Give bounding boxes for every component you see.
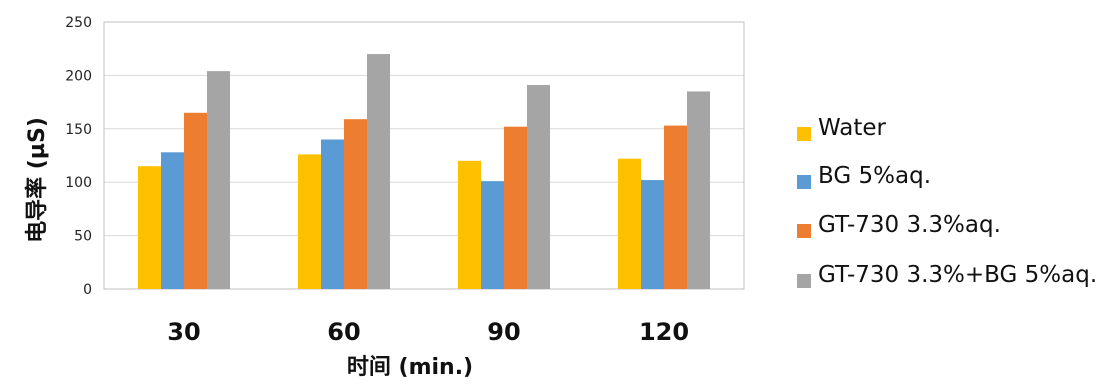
bar: [321, 139, 344, 289]
y-tick-label: 250: [65, 15, 92, 31]
bar: [184, 112, 207, 289]
legend-swatch: [797, 224, 811, 238]
bar: [298, 154, 321, 289]
legend-label: BG 5%aq.: [818, 163, 931, 189]
bar: [367, 54, 390, 289]
y-tick-label: 100: [65, 175, 92, 191]
y-tick-label: 150: [65, 122, 92, 138]
legend-swatch: [797, 274, 811, 288]
y-tick-label: 50: [74, 229, 92, 245]
bar: [664, 125, 687, 289]
bar: [161, 152, 184, 289]
x-axis-label: 时间 (min.): [347, 355, 473, 380]
legend: Water BG 5%aq. GT-730 3.3%aq. GT-730 3.3%+B…: [797, 115, 1097, 288]
y-axis-label: 电导率 (µS): [24, 117, 50, 243]
bars: [138, 54, 710, 290]
bar: [138, 166, 161, 289]
y-axis-ticks: 0 50 100 150 200 250: [65, 15, 92, 298]
bar: [527, 85, 550, 290]
legend-label: GT-730 3.3%aq.: [818, 212, 1001, 238]
bar: [344, 119, 367, 289]
x-tick-label: 90: [487, 318, 520, 346]
bar: [481, 181, 504, 289]
bar: [618, 158, 641, 289]
legend-swatch: [797, 175, 811, 189]
x-tick-label: 60: [327, 318, 360, 346]
legend-label: Water: [818, 115, 887, 141]
legend-label: GT-730 3.3%+BG 5%aq.: [818, 262, 1097, 288]
y-tick-label: 200: [65, 68, 92, 84]
bar: [687, 91, 710, 289]
bar: [641, 180, 664, 289]
bar: [504, 126, 527, 289]
bar: [207, 71, 230, 290]
y-tick-label: 0: [83, 282, 92, 298]
legend-swatch: [797, 127, 811, 141]
x-tick-label: 120: [639, 318, 689, 346]
plot-frame: [103, 21, 745, 290]
x-axis-ticks: 30 60 90 120: [167, 318, 689, 346]
bar: [458, 160, 481, 289]
x-tick-label: 30: [167, 318, 200, 346]
